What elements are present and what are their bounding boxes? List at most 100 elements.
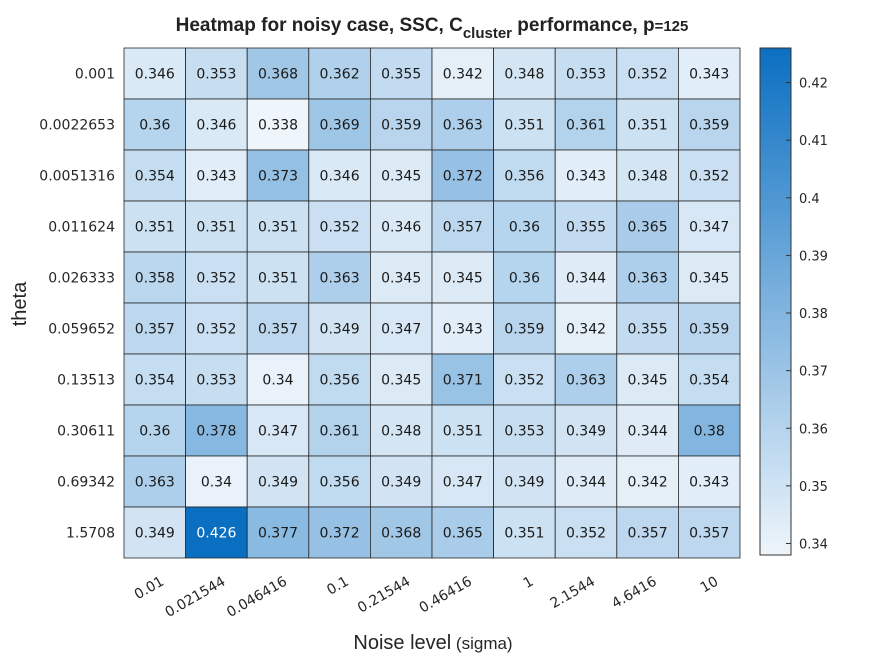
heatmap-cell [123,47,186,100]
cell-value-label: 0.353 [566,67,606,83]
heatmap-cell [616,302,679,355]
cell-value-label: 0.343 [689,475,729,491]
cell-value-label: 0.342 [628,475,668,491]
heatmap-cell [123,149,186,202]
x-tick-label: 4.6416 [609,574,660,612]
cell-value-label: 0.351 [504,118,544,134]
cell-value-label: 0.354 [135,169,175,185]
heatmap-cell [554,353,618,406]
cell-value-label: 0.351 [196,220,236,236]
heatmap-cell [493,353,556,406]
colorbar-tick-label: 0.34 [799,537,828,552]
heatmap-cell [554,455,618,508]
heatmap-cell [185,506,248,559]
cell-value-label: 0.351 [258,271,298,287]
heatmap-cell [308,506,371,559]
heatmap-cell [678,98,741,151]
heatmap-cell [493,149,556,202]
y-tick-label: 1.5708 [66,526,115,542]
cell-value-label: 0.359 [504,322,544,338]
cell-value-label: 0.351 [443,424,483,440]
y-tick-label: 0.059652 [48,322,115,338]
colorbar [759,47,792,556]
heatmap-cell [678,149,741,202]
cell-value-label: 0.347 [381,322,421,338]
cell-value-label: 0.365 [628,220,668,236]
y-tick-label: 0.0022653 [39,118,115,134]
heatmap-cell [616,200,679,253]
cell-value-label: 0.353 [196,373,236,389]
heatmap-cell [123,455,186,508]
cell-value-label: 0.351 [258,220,298,236]
cell-value-label: 0.352 [320,220,360,236]
heatmap-cell [246,455,310,508]
cell-value-label: 0.349 [135,526,175,542]
cell-value-label: 0.351 [628,118,668,134]
heatmap-cell [246,506,310,559]
heatmap-cell [678,200,741,253]
y-tick-label: 0.13513 [57,373,115,389]
heatmap-cell [616,98,679,151]
cell-value-label: 0.358 [135,271,175,287]
cell-value-label: 0.347 [443,475,483,491]
heatmap-cell [493,200,556,253]
heatmap-cell [554,404,618,457]
cell-value-label: 0.38 [694,424,725,440]
heatmap-cell [616,404,679,457]
cell-value-label: 0.349 [258,475,298,491]
heatmap-cell [185,251,248,304]
cell-value-label: 0.343 [196,169,236,185]
heatmap-cell [493,404,556,457]
x-tick-label: 1 [521,574,537,592]
heatmap-cell [616,251,679,304]
cell-value-label: 0.348 [381,424,421,440]
cell-value-label: 0.356 [320,373,360,389]
cell-value-label: 0.372 [443,169,483,185]
cell-value-label: 0.357 [628,526,668,542]
heatmap-cell [246,302,310,355]
heatmap-cell [308,98,371,151]
heatmap-cell [431,353,494,406]
heatmap-cell [308,47,371,100]
cell-value-label: 0.355 [381,67,421,83]
cell-value-label: 0.354 [135,373,175,389]
heatmap-cell [616,455,679,508]
heatmap-cell [493,455,556,508]
cell-value-label: 0.357 [443,220,483,236]
cell-value-label: 0.348 [628,169,668,185]
cell-value-label: 0.373 [258,169,298,185]
chart-title: Heatmap for noisy case, SSC, Ccluster pe… [176,15,689,42]
cell-value-label: 0.346 [320,169,360,185]
heatmap-cell [308,455,371,508]
cell-value-label: 0.345 [689,271,729,287]
cell-value-label: 0.349 [504,475,544,491]
cell-value-label: 0.338 [258,118,298,134]
cell-value-label: 0.343 [443,322,483,338]
heatmap-cell [308,353,371,406]
cell-value-label: 0.363 [320,271,360,287]
cell-value-label: 0.349 [381,475,421,491]
x-tick-label: 0.01 [132,574,167,603]
heatmap-cells: 0.346 0.353 0.368 0.362 0.355 0.342 0.348 0.353… [123,47,741,559]
cell-value-label: 0.357 [258,322,298,338]
heatmap-cell [369,404,433,457]
cell-value-label: 0.352 [689,169,729,185]
cell-value-label: 0.344 [566,475,606,491]
x-tick-label: 10 [698,574,721,597]
heatmap-cell [246,404,310,457]
heatmap-cell [123,302,186,355]
cell-value-label: 0.349 [320,322,360,338]
cell-value-label: 0.346 [381,220,421,236]
cell-value-label: 0.344 [628,424,668,440]
heatmap-cell [554,98,618,151]
heatmap-cell [678,353,741,406]
cell-value-label: 0.369 [320,118,360,134]
heatmap-cell [493,251,556,304]
cell-value-label: 0.345 [381,169,421,185]
cell-value-label: 0.356 [320,475,360,491]
cell-value-label: 0.345 [381,373,421,389]
cell-value-label: 0.345 [381,271,421,287]
y-tick-label: 0.001 [75,67,115,83]
cell-value-label: 0.368 [381,526,421,542]
